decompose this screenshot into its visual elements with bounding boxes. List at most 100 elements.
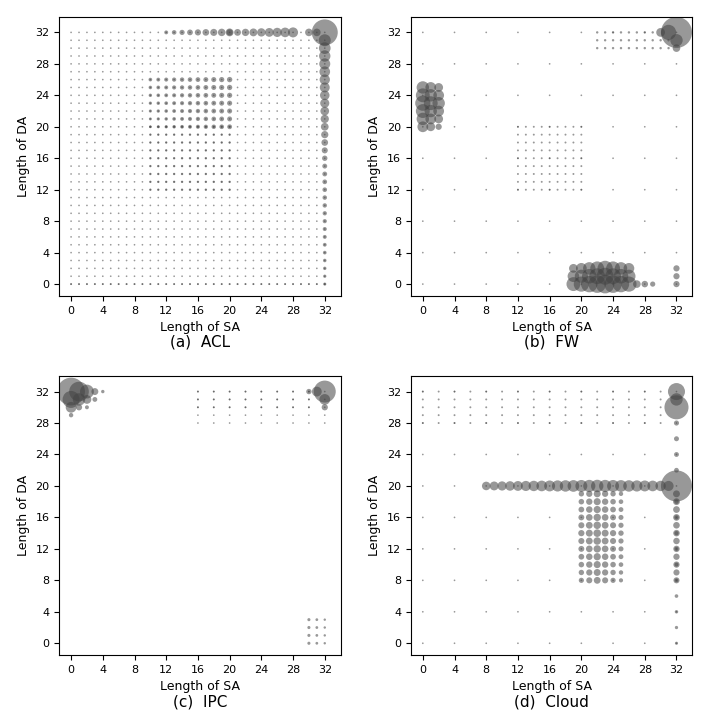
Point [73, 192, 84, 203]
Point [639, 121, 650, 133]
Point [105, 184, 116, 195]
Point [639, 35, 650, 46]
Point [208, 168, 220, 180]
Point [200, 50, 211, 62]
Point [121, 43, 133, 54]
Point [113, 247, 124, 258]
Point [303, 27, 315, 38]
Point [311, 66, 323, 77]
Point [184, 153, 196, 164]
Point [200, 74, 211, 85]
Point [279, 137, 291, 148]
Point [287, 247, 298, 258]
Point [184, 27, 196, 38]
Point [224, 35, 235, 46]
Point [224, 97, 235, 109]
Point [247, 27, 259, 38]
Point [113, 145, 124, 156]
Point [240, 402, 251, 413]
Point [513, 574, 524, 586]
Point [528, 168, 540, 180]
Point [449, 394, 460, 405]
Point [216, 184, 228, 195]
Point [184, 247, 196, 258]
Point [296, 82, 307, 93]
Point [224, 184, 235, 195]
Point [639, 410, 650, 421]
Point [303, 239, 315, 251]
Point [279, 50, 291, 62]
Point [82, 231, 93, 243]
Point [264, 113, 275, 124]
Point [560, 145, 571, 156]
Point [513, 121, 524, 133]
Point [481, 417, 492, 429]
Point [192, 82, 203, 93]
Point [264, 43, 275, 54]
Point [464, 410, 476, 421]
Point [279, 27, 291, 38]
Point [247, 35, 259, 46]
Point [145, 129, 156, 141]
Point [296, 247, 307, 258]
Point [576, 58, 587, 70]
Point [113, 224, 124, 235]
Point [152, 263, 164, 274]
Point [296, 184, 307, 195]
Point [481, 512, 492, 523]
Point [591, 410, 603, 421]
Point [600, 488, 611, 500]
Point [169, 239, 180, 251]
Point [256, 168, 267, 180]
Point [169, 184, 180, 195]
Point [591, 528, 603, 539]
Text: (c)  IPC: (c) IPC [173, 694, 227, 709]
Point [192, 129, 203, 141]
Point [272, 35, 283, 46]
Point [296, 137, 307, 148]
Point [536, 129, 547, 141]
Point [433, 89, 445, 101]
Point [152, 145, 164, 156]
Point [160, 89, 172, 101]
Point [65, 410, 77, 421]
Point [113, 278, 124, 290]
Point [200, 255, 211, 266]
Point [303, 43, 315, 54]
Point [224, 43, 235, 54]
Point [264, 105, 275, 116]
Point [303, 231, 315, 243]
Point [97, 247, 108, 258]
Point [177, 113, 188, 124]
Point [264, 184, 275, 195]
Point [417, 543, 428, 555]
Point [152, 160, 164, 172]
Point [576, 247, 587, 258]
Point [121, 192, 133, 203]
Point [240, 176, 251, 187]
Point [137, 247, 148, 258]
Point [192, 97, 203, 109]
Point [224, 129, 235, 141]
Point [177, 200, 188, 211]
Point [591, 559, 603, 570]
Point [82, 271, 93, 282]
Point [655, 35, 666, 46]
Point [192, 247, 203, 258]
Point [303, 192, 315, 203]
Point [184, 176, 196, 187]
Point [287, 137, 298, 148]
Point [272, 394, 283, 405]
Point [232, 176, 243, 187]
Point [481, 278, 492, 290]
Point [145, 278, 156, 290]
Point [113, 82, 124, 93]
Point [256, 145, 267, 156]
Point [232, 89, 243, 101]
Point [97, 145, 108, 156]
Point [89, 27, 101, 38]
Point [256, 121, 267, 133]
Point [65, 168, 77, 180]
Point [169, 192, 180, 203]
Point [279, 121, 291, 133]
